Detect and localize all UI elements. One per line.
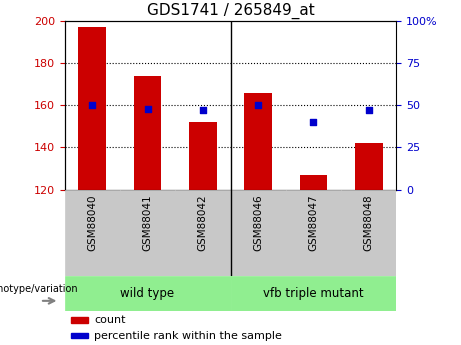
Point [144,106,151,111]
Point [365,108,372,113]
Text: GSM88041: GSM88041 [142,194,153,251]
Bar [189,122,217,190]
Bar [286,190,341,276]
Bar [175,190,230,276]
Text: GSM88040: GSM88040 [87,194,97,250]
Bar [71,317,88,323]
Bar [78,27,106,190]
Point [254,102,262,108]
Text: GSM88047: GSM88047 [308,194,319,251]
Title: GDS1741 / 265849_at: GDS1741 / 265849_at [147,3,314,19]
Text: vfb triple mutant: vfb triple mutant [263,287,364,300]
Text: wild type: wild type [120,287,175,300]
Text: GSM88048: GSM88048 [364,194,374,251]
Bar [65,190,120,276]
Bar [300,175,327,190]
Bar [65,276,230,310]
Bar [230,276,396,310]
Bar [71,333,88,338]
Text: percentile rank within the sample: percentile rank within the sample [95,331,282,341]
Bar [134,76,161,190]
Bar [341,190,396,276]
Point [89,102,96,108]
Text: genotype/variation: genotype/variation [0,284,78,294]
Point [199,108,207,113]
Text: GSM88046: GSM88046 [253,194,263,251]
Bar [244,92,272,190]
Text: count: count [95,315,126,325]
Bar [355,143,383,190]
Text: GSM88042: GSM88042 [198,194,208,251]
Point [310,119,317,125]
Bar [230,190,286,276]
Bar [120,190,175,276]
